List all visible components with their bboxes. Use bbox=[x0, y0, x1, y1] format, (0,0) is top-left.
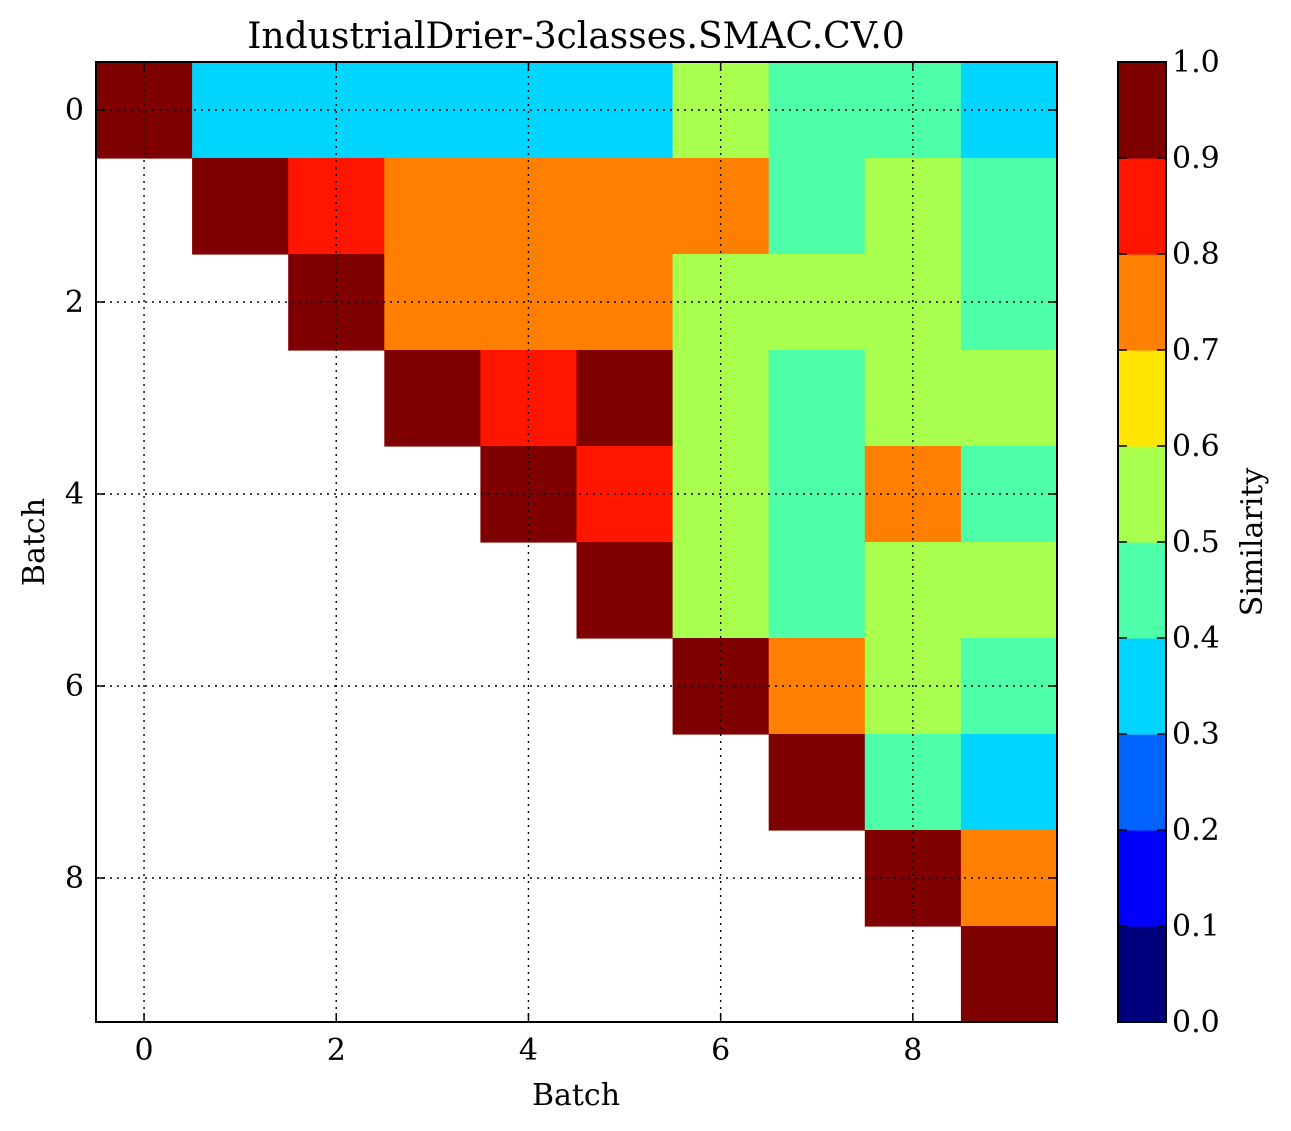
heatmap-cell bbox=[768, 350, 866, 447]
y-tick-label: 4 bbox=[65, 477, 84, 512]
heatmap-cell bbox=[864, 158, 962, 255]
heatmap-cell bbox=[864, 830, 962, 927]
heatmap-cell bbox=[576, 350, 674, 447]
colorbar-tick-label: 0.4 bbox=[1172, 621, 1220, 656]
heatmap-cell bbox=[960, 350, 1058, 447]
colorbar-tick-label: 0.0 bbox=[1172, 1005, 1220, 1040]
heatmap-cell bbox=[768, 158, 866, 255]
heatmap-cell bbox=[480, 446, 578, 543]
colorbar-segment bbox=[1118, 446, 1166, 543]
heatmap-cell bbox=[960, 62, 1058, 159]
heatmap-cell bbox=[384, 158, 481, 255]
axis-ticks: 0 2 4 6 8 0 2 4 6 8 bbox=[65, 62, 1057, 1068]
heatmap-cell bbox=[576, 254, 674, 351]
chart-title: IndustrialDrier-3classes.SMAC.CV.0 bbox=[247, 16, 905, 57]
colorbar-tick-label: 1.0 bbox=[1172, 45, 1220, 80]
colorbar-segment bbox=[1118, 62, 1166, 159]
heatmap-cell bbox=[864, 734, 962, 831]
heatmap-cell bbox=[864, 446, 962, 543]
x-tick-label: 6 bbox=[711, 1033, 730, 1068]
colorbar-tick-label: 0.7 bbox=[1172, 333, 1220, 368]
y-tick-label: 0 bbox=[65, 93, 84, 128]
colorbar-tick-label: 0.1 bbox=[1172, 909, 1220, 944]
heatmap-cell bbox=[288, 254, 385, 351]
colorbar-tick-label: 0.8 bbox=[1172, 237, 1220, 272]
heatmap-cell bbox=[192, 62, 289, 159]
x-axis-label: Batch bbox=[532, 1078, 620, 1113]
heatmap-cell bbox=[576, 158, 674, 255]
heatmap-cell bbox=[768, 542, 866, 639]
colorbar-segment bbox=[1118, 542, 1166, 639]
colorbar-segment bbox=[1118, 638, 1166, 735]
heatmap-cell bbox=[576, 446, 674, 543]
heatmap-cell bbox=[672, 158, 770, 255]
heatmap-cell bbox=[960, 158, 1058, 255]
colorbar bbox=[1118, 62, 1166, 1023]
x-tick-label: 8 bbox=[903, 1033, 922, 1068]
colorbar-segment bbox=[1118, 926, 1166, 1023]
y-tick-label: 8 bbox=[65, 861, 84, 896]
heatmap-cells bbox=[96, 62, 1058, 1023]
heatmap-cell bbox=[672, 542, 770, 639]
y-axis-label: Batch bbox=[17, 498, 52, 586]
colorbar-ticks: 0.0 0.1 0.2 0.3 0.4 0.5 0.6 0.7 0.8 0.9 1.0 bbox=[1118, 45, 1220, 1040]
heatmap-cell bbox=[960, 830, 1058, 927]
heatmap-cell bbox=[960, 446, 1058, 543]
colorbar-tick-label: 0.9 bbox=[1172, 141, 1220, 176]
colorbar-segment bbox=[1118, 254, 1166, 351]
heatmap-cell bbox=[576, 62, 674, 159]
colorbar-label: Similarity bbox=[1235, 468, 1270, 617]
heatmap-cell bbox=[864, 542, 962, 639]
colorbar-tick-label: 0.3 bbox=[1172, 717, 1220, 752]
y-tick-label: 2 bbox=[65, 285, 84, 320]
heatmap-cell bbox=[960, 638, 1058, 735]
x-tick-label: 4 bbox=[519, 1033, 538, 1068]
colorbar-tick-label: 0.5 bbox=[1172, 525, 1220, 560]
heatmap-cell bbox=[384, 350, 481, 447]
heatmap-cell bbox=[96, 62, 193, 159]
heatmap-cell bbox=[288, 62, 385, 159]
x-tick-label: 0 bbox=[135, 1033, 154, 1068]
heatmap-cell bbox=[576, 542, 674, 639]
x-tick-label: 2 bbox=[327, 1033, 346, 1068]
plot-frame bbox=[95, 61, 1058, 1023]
heatmap-cell bbox=[288, 158, 385, 255]
heatmap-cell bbox=[960, 734, 1058, 831]
colorbar-tick-label: 0.2 bbox=[1172, 813, 1220, 848]
heatmap-cell bbox=[960, 926, 1058, 1023]
grid-lines bbox=[96, 62, 1057, 1022]
colorbar-segment bbox=[1118, 350, 1166, 447]
heatmap-cell bbox=[768, 734, 866, 831]
heatmap-cell bbox=[960, 254, 1058, 351]
y-tick-label: 6 bbox=[65, 669, 84, 704]
heatmap-cell bbox=[192, 158, 289, 255]
colorbar-segment bbox=[1118, 158, 1166, 255]
colorbar-segment bbox=[1118, 734, 1166, 831]
colorbar-tick-label: 0.6 bbox=[1172, 429, 1220, 464]
heatmap-cell bbox=[960, 542, 1058, 639]
colorbar-segment bbox=[1118, 830, 1166, 927]
heatmap-cell bbox=[480, 158, 578, 255]
